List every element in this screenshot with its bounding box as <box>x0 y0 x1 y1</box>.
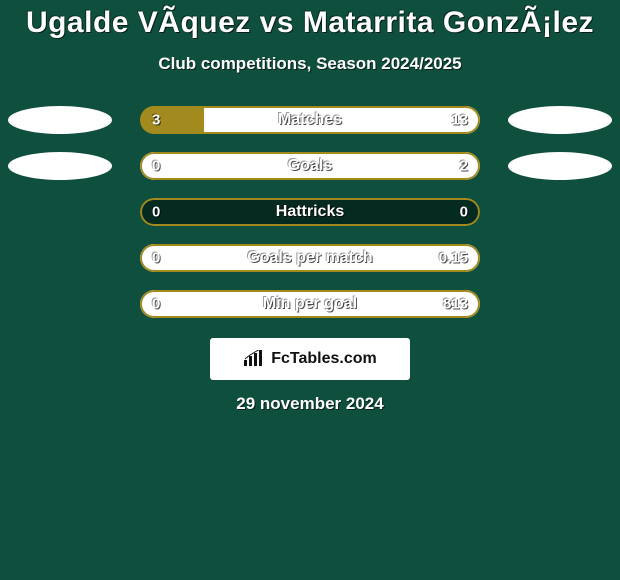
metric-label: Min per goal <box>263 295 357 313</box>
metric-label: Hattricks <box>276 203 344 221</box>
player2-value: 13 <box>451 112 468 129</box>
metric-label: Goals <box>288 157 332 175</box>
metric-label: Matches <box>278 111 342 129</box>
date-label: 29 november 2024 <box>0 394 620 414</box>
stat-row: 3 13 Matches <box>0 106 620 134</box>
player1-value: 0 <box>152 250 160 267</box>
player2-value: 0.15 <box>439 250 468 267</box>
stat-bar: 0 0.15 Goals per match <box>140 244 480 272</box>
subtitle: Club competitions, Season 2024/2025 <box>0 54 620 74</box>
comparison-canvas: Ugalde VÃquez vs Matarrita GonzÃ¡lez Clu… <box>0 0 620 580</box>
stat-row: 0 2 Goals <box>0 152 620 180</box>
player1-value: 3 <box>152 112 160 129</box>
stat-bar: 0 0 Hattricks <box>140 198 480 226</box>
player2-value: 2 <box>460 158 468 175</box>
stat-row: 0 0.15 Goals per match <box>0 244 620 272</box>
player2-avatar <box>508 106 612 134</box>
brand-badge: FcTables.com <box>210 338 410 380</box>
stat-bar: 3 13 Matches <box>140 106 480 134</box>
brand-text: FcTables.com <box>271 350 377 368</box>
player1-avatar <box>8 106 112 134</box>
player1-value: 0 <box>152 204 160 221</box>
player2-avatar <box>508 152 612 180</box>
player2-value: 813 <box>443 296 468 313</box>
stat-row: 0 813 Min per goal <box>0 290 620 318</box>
player1-avatar <box>8 152 112 180</box>
player2-value: 0 <box>460 204 468 221</box>
stat-bar: 0 2 Goals <box>140 152 480 180</box>
stat-bar: 0 813 Min per goal <box>140 290 480 318</box>
metric-label: Goals per match <box>247 249 372 267</box>
page-title: Ugalde VÃquez vs Matarrita GonzÃ¡lez <box>0 0 620 40</box>
stat-row: 0 0 Hattricks <box>0 198 620 226</box>
stats-rows: 3 13 Matches 0 2 Goals 0 0 Hattricks 0 0.15 Goals p… <box>0 106 620 318</box>
player1-fill <box>140 106 204 134</box>
bar-chart-icon <box>243 350 265 368</box>
player1-value: 0 <box>152 296 160 313</box>
player1-value: 0 <box>152 158 160 175</box>
